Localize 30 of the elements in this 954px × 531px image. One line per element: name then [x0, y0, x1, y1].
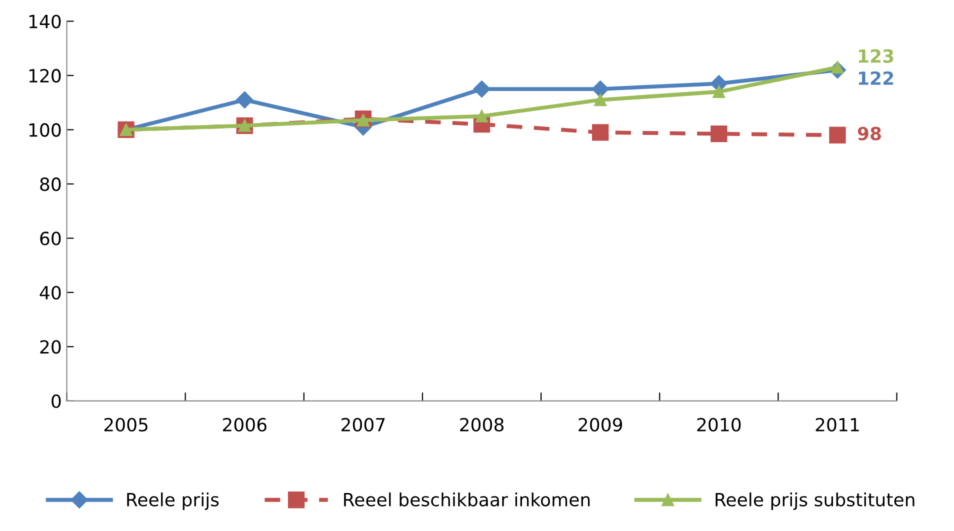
legend-label: Reele prijs: [127, 492, 219, 510]
point: [712, 86, 726, 98]
x-tick-label: 2009: [578, 418, 622, 432]
x-tick-label: 2011: [816, 418, 859, 432]
y-tick-label: 100: [29, 123, 61, 137]
point: [473, 80, 490, 98]
y-tick-label: 40: [40, 286, 61, 300]
x-tick-label: 2007: [342, 418, 385, 432]
y-tick-label: 80: [40, 177, 61, 192]
y-tick-label: 20: [40, 340, 61, 354]
point: [236, 91, 254, 108]
x-tick-label: 2008: [460, 418, 504, 432]
point: [829, 126, 846, 144]
data-label: 98: [858, 126, 881, 140]
point: [592, 80, 609, 98]
y-tick-label: 60: [40, 232, 61, 246]
y-tick-label: 0: [52, 394, 61, 408]
point: [592, 124, 609, 141]
y-tick-label: 120: [29, 68, 61, 83]
x-tick-label: 2005: [104, 418, 148, 432]
point: [594, 94, 607, 106]
legend-label: Reele prijs substituten: [716, 492, 914, 510]
x-tick-label: 2006: [222, 418, 266, 432]
point: [710, 125, 728, 142]
data-label: 122: [858, 71, 894, 85]
legend-label: Reeel beschikbaar inkomen: [344, 492, 590, 506]
x-tick-label: 2010: [697, 418, 741, 432]
y-tick-label: 140: [29, 14, 61, 28]
data-label: 123: [858, 49, 894, 63]
point: [476, 110, 488, 122]
